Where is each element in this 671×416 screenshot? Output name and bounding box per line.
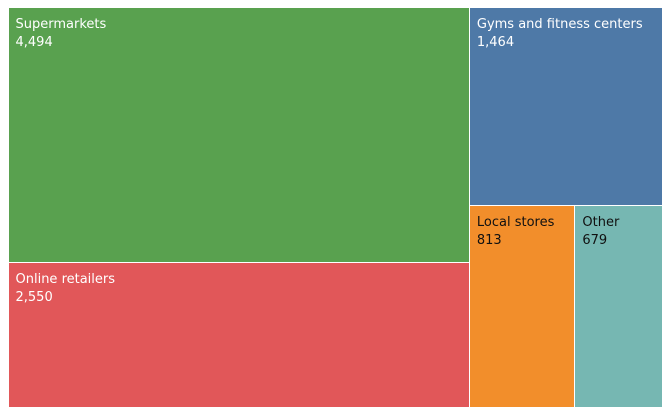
tile-category-label: Local stores [476,215,555,231]
treemap-tile[interactable]: Local stores 813 [469,206,575,408]
tile-value-label: 4,494 [15,34,53,50]
tile-category-label: Online retailers [15,272,116,288]
tile-label-group: Online retailers 2,550 [16,271,116,307]
tile-value-label: 679 [582,233,608,249]
tile-label-group: Gyms and fitness centers 1,464 [477,16,643,52]
tile-value-label: 1,464 [476,34,515,50]
treemap-tile[interactable]: Gyms and fitness centers 1,464 [469,7,663,206]
tile-value-label: 813 [476,233,502,249]
tile-category-label: Gyms and fitness centers [476,16,643,32]
tile-label-group: Local stores 813 [477,214,554,250]
tile-label-group: Supermarkets 4,494 [16,16,107,52]
tile-label-group: Other 679 [582,214,619,250]
treemap-tile[interactable]: Online retailers 2,550 [8,263,469,408]
tile-category-label: Supermarkets [15,16,107,32]
tile-category-label: Other [582,215,620,231]
treemap-tile[interactable]: Supermarkets 4,494 [8,7,469,263]
treemap-tile[interactable]: Other 679 [575,206,663,408]
tile-value-label: 2,550 [15,290,53,306]
